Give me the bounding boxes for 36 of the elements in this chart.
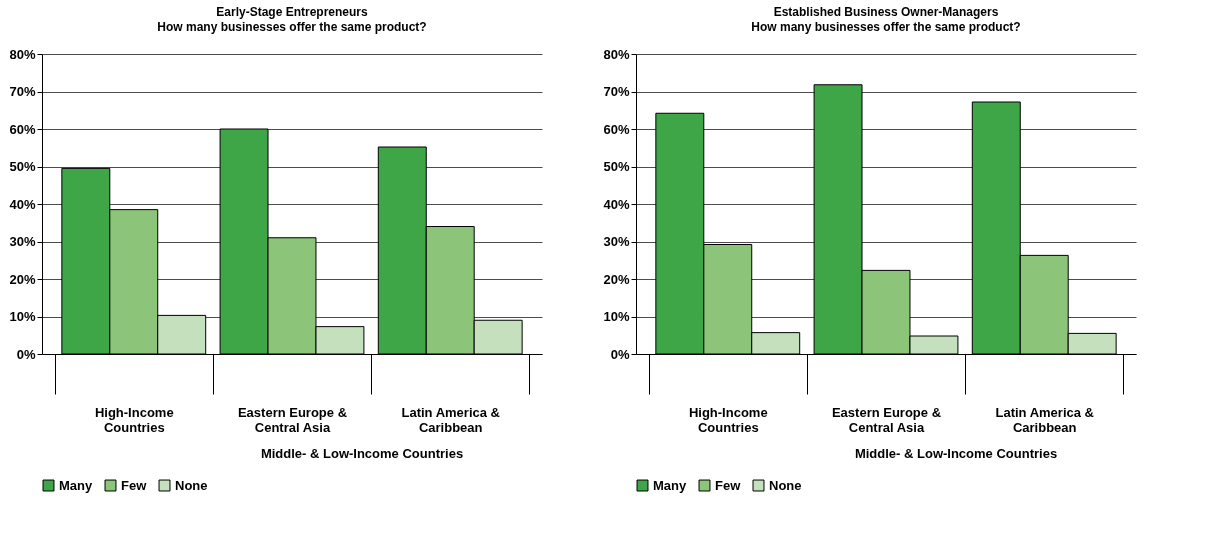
y-tick-label: 80% [603, 46, 630, 62]
y-tick-label: 20% [9, 271, 36, 287]
y-tick-label: 70% [603, 84, 630, 99]
legend-label: Few [121, 477, 148, 493]
y-tick-label: 0% [610, 346, 630, 362]
x-tick-label: High-Income Countries [688, 404, 768, 435]
x-tick-label: Eastern Europe & Central Asia [237, 404, 348, 435]
x-tick-label: Latin America & Caribbean [995, 404, 1094, 435]
x-tick-label: Eastern Europe & Central Asia [831, 404, 942, 435]
y-tick-label: 70% [9, 84, 36, 99]
y-tick-label: 60% [9, 121, 36, 137]
chart-subtitle: How many businesses offer the same product? [751, 20, 1021, 34]
y-tick-label: 50% [9, 159, 36, 174]
y-tick-label: 80% [9, 46, 36, 62]
y-tick-label: 10% [603, 309, 630, 324]
y-tick-label: 40% [603, 196, 630, 212]
text: Middle- & Low-Income Countries [854, 446, 1058, 461]
y-tick-label: 50% [603, 159, 630, 174]
y-tick-label: 30% [603, 234, 630, 249]
chart-title: Early-Stage Entrepreneurs [216, 5, 369, 19]
y-tick-label: 0% [16, 346, 36, 362]
x-tick-label: Latin America & Caribbean [401, 404, 500, 435]
chart-title: Established Business Owner-Managers [773, 5, 999, 19]
y-tick-label: 10% [9, 309, 36, 324]
y-tick-label: 40% [9, 196, 36, 212]
legend-label: Few [715, 477, 742, 493]
chart-subtitle: How many businesses offer the same product? [157, 20, 427, 34]
y-tick-label: 30% [9, 234, 36, 249]
y-tick-label: 20% [603, 271, 630, 287]
legend-label: None [175, 477, 208, 493]
legend-label: Many [59, 477, 93, 493]
text: Middle- & Low-Income Countries [260, 446, 464, 461]
legend-label: None [769, 477, 802, 493]
legend-label: Many [653, 477, 687, 493]
x-tick-label: High-Income Countries [94, 404, 174, 435]
y-tick-label: 60% [603, 121, 630, 137]
